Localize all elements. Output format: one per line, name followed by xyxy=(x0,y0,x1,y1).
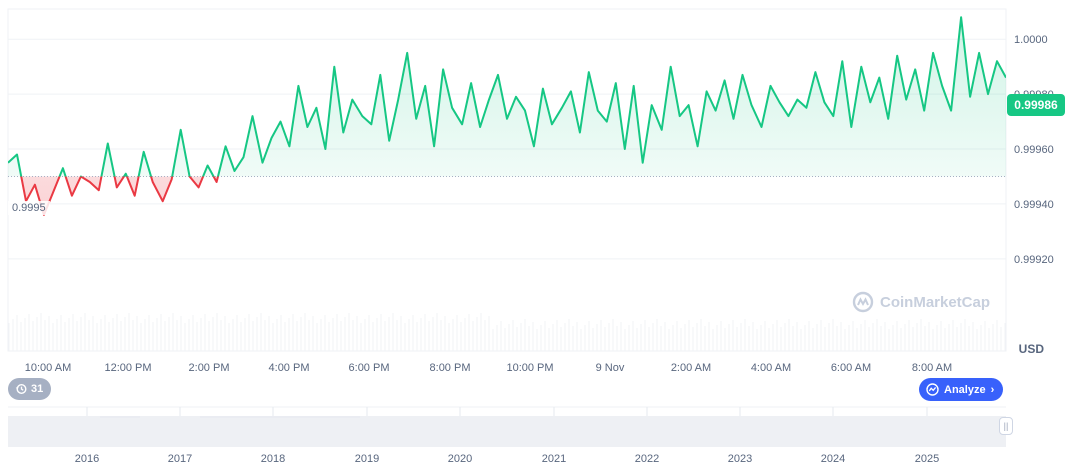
x-tick-label: 2:00 PM xyxy=(189,362,230,374)
x-tick-label: 4:00 AM xyxy=(751,362,791,374)
x-tick-label: 8:00 PM xyxy=(430,362,471,374)
baseline-label: 0.9995 xyxy=(8,201,50,215)
chevron-right-icon: › xyxy=(990,383,995,396)
coinmarketcap-logo-icon xyxy=(852,291,874,313)
x-tick-label: 9 Nov xyxy=(596,362,625,374)
x-axis-labels: 10:00 AM 12:00 PM 2:00 PM 4:00 PM 6:00 PM 8:0… xyxy=(25,362,952,374)
navigator-year-label: 2020 xyxy=(448,453,472,465)
price-line xyxy=(8,16,1006,216)
navigator-year-label: 2019 xyxy=(355,453,379,465)
navigator-year-label: 2025 xyxy=(915,453,939,465)
area-fill xyxy=(8,17,1006,215)
x-tick-label: 2:00 AM xyxy=(671,362,711,374)
area-up xyxy=(8,17,1006,177)
analyze-icon xyxy=(926,383,939,396)
navigator-year-label: 2018 xyxy=(261,453,285,465)
price-line-up xyxy=(8,16,1006,177)
x-tick-label: 10:00 AM xyxy=(25,362,71,374)
navigator-year-label: 2022 xyxy=(635,453,659,465)
navigator-year-label: 2016 xyxy=(75,453,99,465)
y-tick-label: 1.0000 xyxy=(1014,34,1048,46)
y-axis-unit: USD xyxy=(1019,342,1045,356)
navigator-year-label: 2023 xyxy=(728,453,752,465)
x-tick-label: 10:00 PM xyxy=(506,362,553,374)
y-tick-label: 0.99940 xyxy=(1014,199,1054,211)
navigator-years: 2016 2017 2018 2019 2020 2021 2022 2023 2024 2025 xyxy=(75,407,939,465)
x-tick-label: 6:00 PM xyxy=(349,362,390,374)
events-count: 31 xyxy=(31,383,44,395)
y-tick-label: 0.99960 xyxy=(1014,144,1054,156)
analyze-label: Analyze xyxy=(944,383,986,396)
y-tick-label: 0.99920 xyxy=(1014,254,1054,266)
navigator-track[interactable] xyxy=(8,416,1006,447)
navigator-year-label: 2021 xyxy=(542,453,566,465)
events-history-button[interactable]: 31 xyxy=(8,378,52,400)
x-tick-label: 4:00 PM xyxy=(269,362,310,374)
current-price-tag: 0.99986 xyxy=(1007,94,1065,116)
x-tick-label: 8:00 AM xyxy=(912,362,952,374)
history-icon xyxy=(15,383,27,395)
watermark-text: CoinMarketCap xyxy=(880,293,991,311)
x-tick-label: 12:00 PM xyxy=(104,362,151,374)
watermark: CoinMarketCap xyxy=(852,291,990,313)
navigator-handle[interactable]: || xyxy=(999,417,1013,435)
navigator-year-label: 2024 xyxy=(821,453,845,465)
x-tick-label: 6:00 AM xyxy=(831,362,871,374)
plot-frame xyxy=(7,8,1007,352)
navigator-year-label: 2017 xyxy=(168,453,192,465)
analyze-button[interactable]: Analyze › xyxy=(919,378,1004,401)
volume-bars xyxy=(8,313,1006,351)
